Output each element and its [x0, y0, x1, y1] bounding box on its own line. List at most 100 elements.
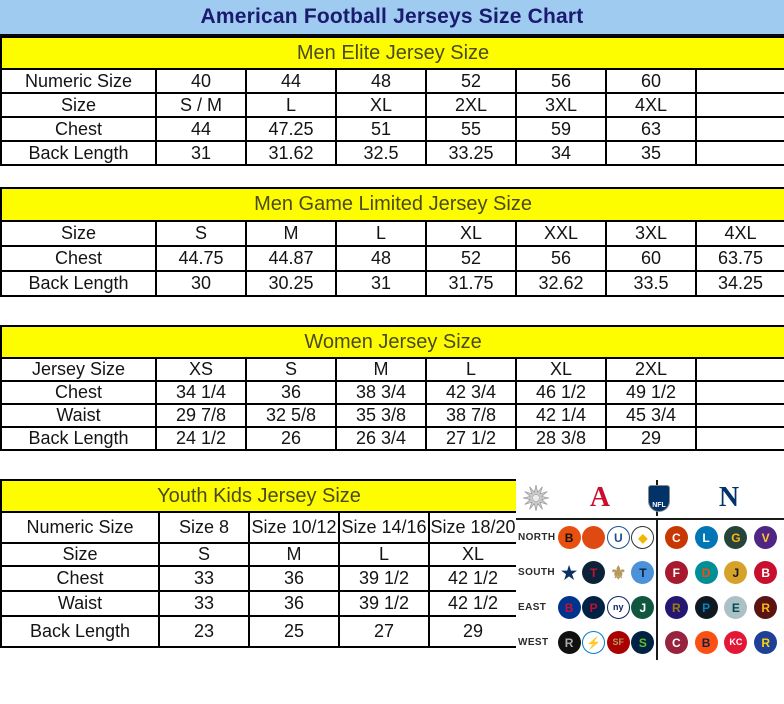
size-cell: Size 10/12: [248, 511, 340, 544]
size-cell: 45 3/4: [605, 403, 697, 428]
falcons-logo: F: [664, 561, 688, 584]
raiders-logo: R: [557, 631, 581, 654]
women-table-header: Women Jersey Size: [0, 325, 784, 359]
page-title: American Football Jerseys Size Chart: [200, 5, 584, 28]
giants-logo: ny: [606, 596, 630, 619]
size-cell: 33.5: [605, 270, 697, 297]
youth-kids-table-header: Youth Kids Jersey Size: [0, 479, 519, 513]
size-cell: 30: [155, 270, 247, 297]
size-cell: L: [338, 542, 430, 567]
lions-logo: L: [694, 526, 718, 549]
size-cell: 38 7/8: [425, 403, 517, 428]
afc-division-logos: B U ◆: [556, 520, 656, 555]
nfl-shield-logo: NFL: [648, 484, 670, 512]
steelers-logo: ◆: [631, 526, 655, 549]
size-cell: 59: [515, 116, 607, 142]
panthers-logo: P: [694, 596, 718, 619]
women-table: Women Jersey Size Jersey Size XS S M L XL 2XL Ch…: [0, 325, 784, 451]
size-cell: 32.5: [335, 140, 427, 166]
size-cell: 44: [245, 68, 337, 94]
size-cell: 34.25: [694, 270, 784, 297]
size-cell: 36: [248, 590, 340, 617]
size-cell: 56: [515, 68, 607, 94]
size-cell: L: [425, 357, 517, 382]
size-cell: 27 1/2: [425, 426, 517, 451]
size-cell: 36: [248, 565, 340, 592]
size-cell: 24 1/2: [155, 426, 247, 451]
size-cell: 31: [155, 140, 247, 166]
saints-logo: ⚜: [606, 561, 630, 584]
size-cell: 42 3/4: [425, 380, 517, 405]
size-cell: 33.25: [425, 140, 517, 166]
bills-logo: B: [557, 596, 581, 619]
row-label: Waist: [0, 403, 157, 428]
size-cell: 42 1/2: [427, 590, 519, 617]
cardinals-logo: C: [664, 631, 688, 654]
conference-header: A NFL N: [516, 478, 784, 520]
size-cell: 35 3/8: [335, 403, 427, 428]
size-cell: S: [245, 357, 337, 382]
bears-logo: C: [664, 526, 688, 549]
size-cell: XS: [155, 357, 247, 382]
size-cell: 39 1/2: [338, 565, 430, 592]
size-cell: Size 14/16: [338, 511, 430, 544]
size-cell: 29 7/8: [155, 403, 247, 428]
nfc-division-logos: C B KC R: [656, 625, 784, 660]
size-cell: 34: [515, 140, 607, 166]
row-label: Chest: [0, 116, 157, 142]
buccaneers-logo: B: [754, 561, 778, 584]
row-label: Size: [0, 542, 160, 567]
size-cell: 44.75: [155, 245, 247, 272]
size-cell: [694, 403, 784, 428]
size-cell: 35: [605, 140, 697, 166]
size-cell: 55: [425, 116, 517, 142]
size-cell: 42 1/4: [515, 403, 607, 428]
browns-logo: [582, 526, 606, 549]
seahawks-logo: S: [631, 631, 655, 654]
size-cell: 31: [335, 270, 427, 297]
size-cell: Size 8: [158, 511, 250, 544]
size-cell: 32.62: [515, 270, 607, 297]
row-label: Back Length: [0, 426, 157, 451]
jets-logo: J: [631, 596, 655, 619]
row-label: Back Length: [0, 140, 157, 166]
size-cell: 44: [155, 116, 247, 142]
size-cell: 44.87: [245, 245, 337, 272]
size-cell: 63.75: [694, 245, 784, 272]
chargers-logo: ⚡: [582, 631, 606, 654]
row-label: Back Length: [0, 270, 157, 297]
size-cell: 28 3/8: [515, 426, 607, 451]
size-cell: [694, 357, 784, 382]
patriots-logo: P: [582, 596, 606, 619]
chiefs-logo: KC: [724, 631, 748, 654]
size-cell: L: [245, 92, 337, 118]
size-cell: 46 1/2: [515, 380, 607, 405]
size-cell: 36: [245, 380, 337, 405]
size-cell: 51: [335, 116, 427, 142]
size-cell: XL: [427, 542, 519, 567]
size-cell: 27: [338, 615, 430, 648]
row-label: Size: [0, 92, 157, 118]
redskins-logo: R: [754, 596, 778, 619]
size-cell: L: [335, 220, 427, 247]
size-cell: M: [248, 542, 340, 567]
size-cell: 40: [155, 68, 247, 94]
afc-division-logos: R ⚡ SF S: [556, 625, 656, 660]
rams-logo: R: [754, 631, 778, 654]
cowboys-logo: ★: [557, 561, 581, 584]
size-cell: 52: [425, 68, 517, 94]
size-cell: 39 1/2: [338, 590, 430, 617]
row-label: Back Length: [0, 615, 160, 648]
49ers-logo: SF: [606, 631, 630, 654]
size-cell: S / M: [155, 92, 247, 118]
size-cell: [694, 426, 784, 451]
size-cell: Size 18/20: [427, 511, 519, 544]
division-label: SOUTH: [518, 567, 555, 578]
size-cell: 29: [605, 426, 697, 451]
size-cell: 60: [605, 245, 697, 272]
